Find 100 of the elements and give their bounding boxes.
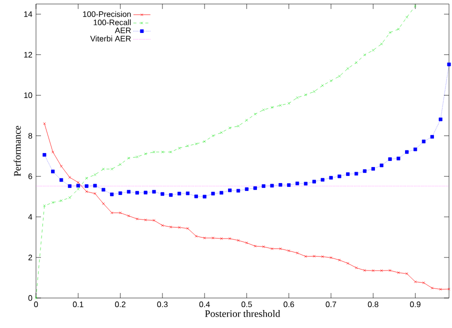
point xyxy=(296,252,299,254)
point xyxy=(262,108,265,112)
point xyxy=(220,237,223,240)
point xyxy=(414,280,417,284)
point xyxy=(127,214,130,218)
point xyxy=(186,144,190,148)
point xyxy=(363,269,366,272)
point xyxy=(321,84,324,87)
point xyxy=(76,188,80,190)
point xyxy=(406,16,408,19)
point xyxy=(102,188,106,192)
point xyxy=(287,183,291,187)
point xyxy=(144,218,147,222)
point xyxy=(194,142,198,146)
point xyxy=(338,258,341,262)
point xyxy=(228,237,232,240)
point xyxy=(438,118,442,122)
point xyxy=(330,80,332,82)
point xyxy=(152,219,156,222)
point xyxy=(270,247,274,250)
point xyxy=(144,152,147,156)
point xyxy=(102,202,105,206)
point xyxy=(396,156,400,160)
point xyxy=(414,4,417,8)
point xyxy=(236,124,240,128)
point xyxy=(84,184,88,188)
point xyxy=(42,153,46,157)
point xyxy=(220,190,224,195)
point xyxy=(245,118,248,122)
point xyxy=(118,163,122,166)
point xyxy=(68,176,72,179)
point xyxy=(388,31,392,34)
point xyxy=(346,172,350,176)
point xyxy=(160,192,164,196)
point xyxy=(52,201,54,204)
point xyxy=(76,184,80,188)
x-axis-title: Posterior threshold xyxy=(205,310,280,318)
point xyxy=(60,199,63,202)
point xyxy=(372,269,374,272)
point xyxy=(430,135,434,139)
point xyxy=(68,184,72,188)
point xyxy=(144,190,148,194)
point xyxy=(262,184,266,188)
point xyxy=(406,272,408,275)
point xyxy=(278,183,282,187)
point xyxy=(380,42,383,46)
point xyxy=(413,148,418,152)
point xyxy=(136,218,138,220)
point xyxy=(127,156,130,160)
point xyxy=(380,269,383,272)
point xyxy=(212,134,214,138)
point xyxy=(312,180,316,184)
point xyxy=(279,247,282,250)
point xyxy=(135,190,139,195)
point xyxy=(59,178,64,182)
point xyxy=(363,54,366,56)
point xyxy=(194,234,198,238)
point xyxy=(388,269,392,272)
point xyxy=(270,106,274,109)
point xyxy=(51,170,55,174)
point xyxy=(178,146,181,150)
point xyxy=(126,190,131,194)
point xyxy=(68,196,72,199)
point xyxy=(447,62,451,66)
point xyxy=(354,172,358,176)
point xyxy=(236,239,240,242)
point xyxy=(211,192,215,196)
point xyxy=(186,192,190,196)
point xyxy=(203,140,206,143)
point xyxy=(380,164,384,168)
point xyxy=(304,255,308,258)
point xyxy=(228,126,232,130)
point xyxy=(76,181,80,184)
point xyxy=(102,168,105,170)
point xyxy=(330,256,332,259)
point xyxy=(338,174,342,178)
point xyxy=(244,187,249,191)
point xyxy=(422,281,426,284)
point xyxy=(220,131,223,134)
point xyxy=(178,226,181,229)
point xyxy=(430,286,434,290)
point xyxy=(170,226,172,228)
point xyxy=(203,236,206,240)
point xyxy=(346,262,350,265)
point xyxy=(405,150,409,154)
point xyxy=(202,194,206,198)
point xyxy=(422,140,426,144)
point xyxy=(296,96,299,99)
point xyxy=(279,104,282,107)
point xyxy=(253,186,257,190)
point xyxy=(321,255,324,258)
point xyxy=(43,204,46,208)
point xyxy=(262,245,265,248)
point xyxy=(372,48,374,52)
point xyxy=(85,176,88,180)
point xyxy=(118,212,122,214)
point xyxy=(346,67,350,70)
point xyxy=(397,28,400,30)
point xyxy=(254,112,256,116)
point xyxy=(295,182,300,186)
